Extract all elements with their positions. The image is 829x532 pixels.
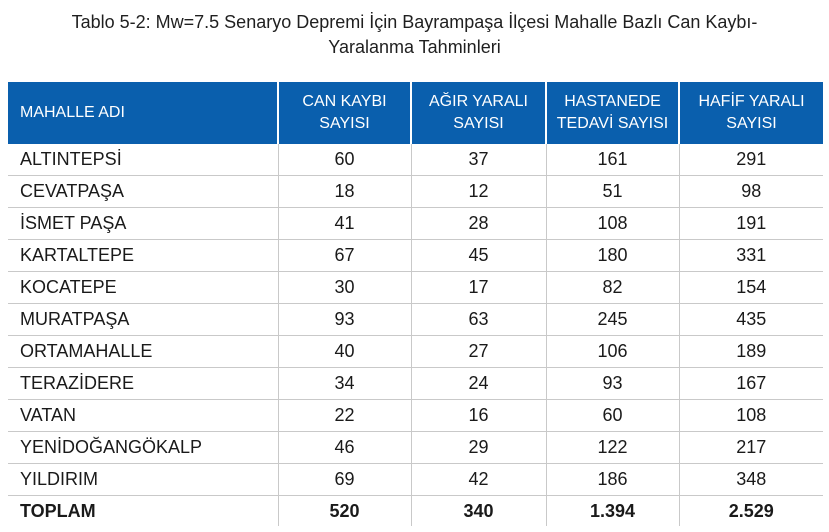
header-lightly-injured-line-2: SAYISI bbox=[726, 115, 777, 132]
total-cell-severely-injured: 340 bbox=[410, 495, 546, 526]
table-row: VATAN 22 16 60 108 bbox=[8, 399, 823, 432]
cell-deaths: 22 bbox=[277, 399, 411, 432]
cell-deaths: 46 bbox=[277, 431, 411, 464]
table-row: ORTAMAHALLE 40 27 106 189 bbox=[8, 335, 823, 368]
cell-neighborhood-name: VATAN bbox=[8, 399, 278, 432]
cell-deaths: 60 bbox=[277, 144, 411, 176]
cell-lightly-injured: 331 bbox=[678, 239, 823, 272]
cell-lightly-injured: 167 bbox=[678, 367, 823, 400]
table-row: KOCATEPE 30 17 82 154 bbox=[8, 271, 823, 304]
cell-hospital-treatment: 82 bbox=[545, 271, 679, 304]
cell-severely-injured: 27 bbox=[410, 335, 546, 368]
cell-deaths: 34 bbox=[277, 367, 411, 400]
cell-lightly-injured: 435 bbox=[678, 303, 823, 336]
cell-neighborhood-name: KARTALTEPE bbox=[8, 239, 278, 272]
header-severely-injured-line-2: SAYISI bbox=[453, 115, 504, 132]
cell-hospital-treatment: 106 bbox=[545, 335, 679, 368]
table-row: CEVATPAŞA 18 12 51 98 bbox=[8, 175, 823, 208]
header-severely-injured: AĞIR YARALI SAYISI bbox=[410, 82, 546, 144]
cell-lightly-injured: 98 bbox=[678, 175, 823, 208]
cell-lightly-injured: 348 bbox=[678, 463, 823, 496]
cell-deaths: 30 bbox=[277, 271, 411, 304]
total-cell-hospital-treatment: 1.394 bbox=[545, 495, 679, 526]
cell-lightly-injured: 154 bbox=[678, 271, 823, 304]
cell-deaths: 40 bbox=[277, 335, 411, 368]
cell-deaths: 69 bbox=[277, 463, 411, 496]
table-row: TERAZİDERE 34 24 93 167 bbox=[8, 367, 823, 400]
table-header-row: MAHALLE ADI CAN KAYBI SAYISI AĞIR YARALI… bbox=[8, 82, 823, 144]
cell-hospital-treatment: 180 bbox=[545, 239, 679, 272]
table-row: MURATPAŞA 93 63 245 435 bbox=[8, 303, 823, 336]
caption-line-1: Tablo 5-2: Mw=7.5 Senaryo Depremi İçin B… bbox=[71, 12, 758, 32]
table-row: İSMET PAŞA 41 28 108 191 bbox=[8, 207, 823, 240]
header-neighborhood-name: MAHALLE ADI bbox=[8, 82, 278, 144]
cell-neighborhood-name: ALTINTEPSİ bbox=[8, 144, 278, 176]
cell-neighborhood-name: TERAZİDERE bbox=[8, 367, 278, 400]
cell-neighborhood-name: YILDIRIM bbox=[8, 463, 278, 496]
header-hospital-treatment-line-2: TEDAVİ SAYISI bbox=[556, 115, 669, 132]
table-total-row: TOPLAM 520 340 1.394 2.529 bbox=[8, 495, 823, 526]
table-caption: Tablo 5-2: Mw=7.5 Senaryo Depremi İçin B… bbox=[0, 10, 829, 60]
casualty-table: MAHALLE ADI CAN KAYBI SAYISI AĞIR YARALI… bbox=[8, 82, 823, 526]
cell-deaths: 41 bbox=[277, 207, 411, 240]
cell-severely-injured: 12 bbox=[410, 175, 546, 208]
cell-lightly-injured: 189 bbox=[678, 335, 823, 368]
cell-lightly-injured: 217 bbox=[678, 431, 823, 464]
cell-neighborhood-name: İSMET PAŞA bbox=[8, 207, 278, 240]
cell-severely-injured: 24 bbox=[410, 367, 546, 400]
header-severely-injured-line-1: AĞIR YARALI bbox=[429, 93, 528, 110]
cell-hospital-treatment: 186 bbox=[545, 463, 679, 496]
cell-neighborhood-name: YENİDOĞANGÖKALP bbox=[8, 431, 278, 464]
cell-severely-injured: 17 bbox=[410, 271, 546, 304]
cell-deaths: 67 bbox=[277, 239, 411, 272]
cell-neighborhood-name: CEVATPAŞA bbox=[8, 175, 278, 208]
table-body: ALTINTEPSİ 60 37 161 291 CEVATPAŞA 18 12 51 98 İSM… bbox=[8, 144, 823, 526]
cell-hospital-treatment: 93 bbox=[545, 367, 679, 400]
cell-hospital-treatment: 122 bbox=[545, 431, 679, 464]
table-row: KARTALTEPE 67 45 180 331 bbox=[8, 239, 823, 272]
cell-hospital-treatment: 108 bbox=[545, 207, 679, 240]
cell-lightly-injured: 291 bbox=[678, 144, 823, 176]
cell-severely-injured: 16 bbox=[410, 399, 546, 432]
cell-lightly-injured: 108 bbox=[678, 399, 823, 432]
header-lightly-injured-line-1: HAFİF YARALI bbox=[698, 93, 805, 110]
cell-severely-injured: 45 bbox=[410, 239, 546, 272]
header-hospital-treatment: HASTANEDE TEDAVİ SAYISI bbox=[545, 82, 679, 144]
cell-hospital-treatment: 245 bbox=[545, 303, 679, 336]
table-row: YILDIRIM 69 42 186 348 bbox=[8, 463, 823, 496]
cell-lightly-injured: 191 bbox=[678, 207, 823, 240]
header-deaths-line-2: SAYISI bbox=[319, 115, 370, 132]
header-hospital-treatment-line-1: HASTANEDE bbox=[564, 93, 661, 110]
cell-deaths: 93 bbox=[277, 303, 411, 336]
header-deaths: CAN KAYBI SAYISI bbox=[277, 82, 411, 144]
header-neighborhood-name-line-1: MAHALLE ADI bbox=[20, 104, 125, 121]
cell-deaths: 18 bbox=[277, 175, 411, 208]
table-row: YENİDOĞANGÖKALP 46 29 122 217 bbox=[8, 431, 823, 464]
total-cell-lightly-injured: 2.529 bbox=[678, 495, 823, 526]
cell-hospital-treatment: 60 bbox=[545, 399, 679, 432]
cell-severely-injured: 37 bbox=[410, 144, 546, 176]
cell-neighborhood-name: ORTAMAHALLE bbox=[8, 335, 278, 368]
cell-severely-injured: 28 bbox=[410, 207, 546, 240]
total-cell-neighborhood-name: TOPLAM bbox=[20, 500, 96, 521]
cell-neighborhood-name: KOCATEPE bbox=[8, 271, 278, 304]
cell-severely-injured: 29 bbox=[410, 431, 546, 464]
table-row: ALTINTEPSİ 60 37 161 291 bbox=[8, 144, 823, 176]
cell-hospital-treatment: 51 bbox=[545, 175, 679, 208]
cell-severely-injured: 42 bbox=[410, 463, 546, 496]
header-lightly-injured: HAFİF YARALI SAYISI bbox=[678, 82, 823, 144]
cell-severely-injured: 63 bbox=[410, 303, 546, 336]
total-cell-deaths: 520 bbox=[277, 495, 411, 526]
cell-hospital-treatment: 161 bbox=[545, 144, 679, 176]
caption-line-2: Yaralanma Tahminleri bbox=[328, 37, 501, 57]
header-deaths-line-1: CAN KAYBI bbox=[302, 93, 387, 110]
cell-neighborhood-name: MURATPAŞA bbox=[8, 303, 278, 336]
